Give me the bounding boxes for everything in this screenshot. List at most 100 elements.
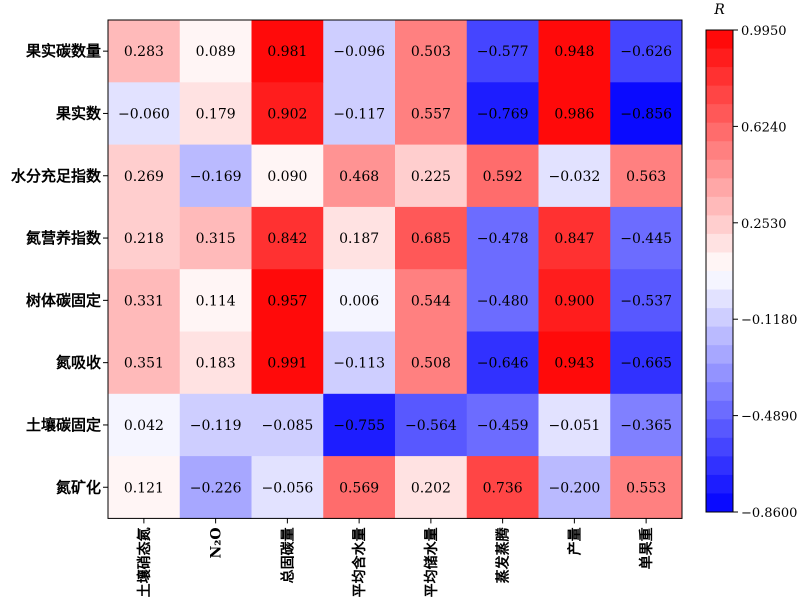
cell-value-label: 0.957 [267, 293, 307, 309]
heatmap-cell [395, 456, 468, 519]
heatmap-cell [179, 144, 252, 208]
row-label: 果实碳数量 [25, 42, 101, 60]
cell-value-label: 0.202 [411, 480, 451, 496]
cell-value-label: 0.114 [196, 293, 236, 309]
heatmap-cell [395, 269, 468, 332]
column-label: 产量 [566, 527, 583, 555]
colorbar-segment [706, 215, 733, 235]
cell-value-label: 0.179 [196, 106, 236, 122]
cell-value-label: 0.089 [196, 44, 236, 60]
heatmap-cell [108, 82, 181, 146]
heatmap-cell [108, 20, 181, 83]
colorbar-segment [706, 122, 733, 142]
heatmap-cell [179, 393, 252, 457]
colorbar-segment [706, 104, 733, 124]
heatmap-cell [323, 269, 396, 332]
heatmap-cell [323, 393, 396, 457]
cell-value-label: 0.948 [554, 44, 594, 60]
cell-value-label: −0.577 [477, 44, 529, 60]
colorbar-tick-label: −0.4890 [741, 410, 797, 425]
heatmap-cell [610, 456, 683, 519]
heatmap-cell [395, 331, 468, 395]
cell-value-label: 0.847 [554, 231, 594, 247]
cell-value-label: 0.006 [339, 293, 379, 309]
cell-value-label: −0.459 [477, 418, 529, 434]
heatmap-cell [610, 269, 683, 332]
heatmap-cell [323, 144, 396, 208]
heatmap-cell [179, 206, 252, 270]
heatmap-cell [610, 82, 683, 146]
cell-value-label: −0.096 [333, 44, 385, 60]
heatmap-cell [251, 393, 324, 457]
colorbar-segment [706, 178, 733, 198]
cell-value-label: 0.283 [124, 44, 164, 60]
cell-value-label: −0.626 [620, 44, 672, 60]
row-label: 土壤碳固定 [26, 416, 101, 434]
colorbar: 0.9950 0.6240 0.2530 −0.1180 −0.4890 −0.8600 R [705, 2, 797, 521]
colorbar-segment [706, 456, 733, 476]
heatmap-cells [108, 20, 683, 519]
cell-value-label: −0.119 [190, 418, 242, 434]
row-label: 氮矿化 [56, 478, 101, 496]
colorbar-title: R [713, 2, 725, 18]
cell-value-label: −0.226 [190, 480, 242, 496]
heatmap-cell [466, 393, 539, 457]
heatmap-cell [251, 269, 324, 332]
heatmap-cell [395, 206, 468, 270]
heatmap-cell [538, 144, 611, 208]
cell-value-label: −0.445 [620, 231, 672, 247]
heatmap-cell [466, 456, 539, 519]
cell-value-label: 0.943 [554, 356, 594, 372]
heatmap-cell [251, 206, 324, 270]
cell-value-label: 0.183 [196, 356, 236, 372]
cell-value-label: −0.856 [620, 106, 672, 122]
cell-value-label: −0.537 [620, 293, 672, 309]
heatmap-cell [466, 82, 539, 146]
cell-value-label: 0.986 [554, 106, 594, 122]
colorbar-tick-label: −0.1180 [741, 313, 797, 328]
heatmap-cell [538, 269, 611, 332]
colorbar-segment [706, 48, 733, 68]
cell-value-label: 0.468 [339, 169, 379, 185]
cell-value-label: 0.685 [411, 231, 451, 247]
colorbar-segment [706, 345, 733, 365]
colorbar-tick-label: −0.8600 [741, 506, 797, 521]
colorbar-segment [706, 308, 733, 328]
colorbar-segment [706, 196, 733, 216]
cell-value-label: −0.665 [620, 356, 672, 372]
heatmap-cell [251, 20, 324, 83]
cell-value-label: −0.085 [261, 418, 313, 434]
colorbar-segment [706, 233, 733, 253]
cell-value-label: 0.187 [339, 231, 379, 247]
colorbar-segment [706, 493, 733, 513]
cell-value-label: 0.331 [124, 293, 164, 309]
heatmap-cell [108, 144, 181, 208]
cell-value-label: 0.592 [483, 169, 523, 185]
cell-value-label: −0.051 [548, 418, 600, 434]
cell-value-label: 0.090 [267, 169, 307, 185]
cell-value-label: −0.646 [477, 356, 529, 372]
column-label: 总固碳量 [279, 527, 296, 583]
colorbar-segment [706, 289, 733, 309]
heatmap-cell [251, 331, 324, 395]
cell-value-label: 0.225 [411, 169, 451, 185]
colorbar-segment [706, 400, 733, 420]
cell-value-label: −0.060 [118, 106, 170, 122]
cell-value-label: 0.900 [554, 293, 594, 309]
colorbar-segment [706, 252, 733, 272]
heatmap-cell [395, 82, 468, 146]
cell-value-label: −0.169 [190, 169, 242, 185]
heatmap-cell [251, 456, 324, 519]
cell-value-label: 0.503 [411, 44, 451, 60]
heatmap-cell [323, 456, 396, 519]
cell-value-label: 0.315 [196, 231, 236, 247]
cell-value-label: −0.478 [477, 231, 529, 247]
heatmap-cell [251, 144, 324, 208]
heatmap-cell [538, 456, 611, 519]
heatmap-cell [538, 331, 611, 395]
colorbar-tick-label: 0.9950 [741, 24, 787, 39]
heatmap-cell [610, 331, 683, 395]
colorbar-segment [706, 141, 733, 161]
